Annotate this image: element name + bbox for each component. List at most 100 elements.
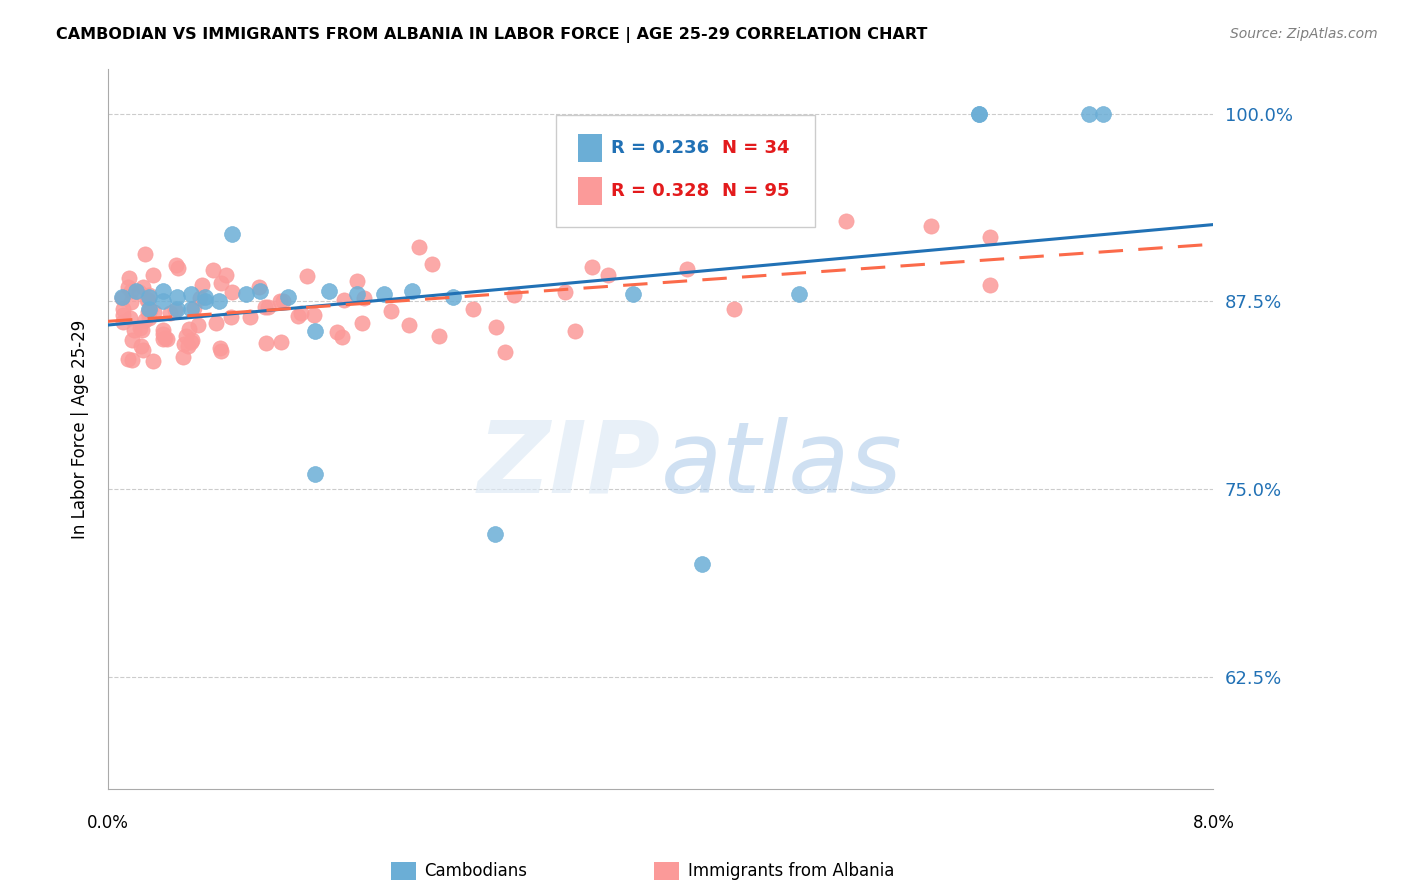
- Point: [188, 291, 211, 305]
- Point: [352, 316, 374, 330]
- Point: [191, 278, 214, 293]
- Text: N = 95: N = 95: [721, 182, 789, 200]
- Bar: [578, 134, 602, 161]
- Point: [117, 351, 139, 366]
- Point: [134, 247, 156, 261]
- Text: atlas: atlas: [661, 417, 903, 514]
- Point: [152, 333, 174, 347]
- Point: [967, 106, 990, 120]
- Text: R = 0.236: R = 0.236: [612, 139, 709, 157]
- Point: [134, 313, 156, 327]
- Point: [238, 310, 260, 325]
- Point: [920, 219, 942, 234]
- Point: [221, 285, 243, 299]
- Point: [461, 302, 484, 317]
- Text: R = 0.328: R = 0.328: [612, 182, 709, 200]
- Y-axis label: In Labor Force | Age 25-29: In Labor Force | Age 25-29: [72, 319, 89, 539]
- Point: [180, 301, 202, 316]
- Point: [256, 300, 278, 314]
- Point: [111, 291, 134, 305]
- Point: [787, 286, 810, 301]
- Point: [401, 284, 423, 298]
- Point: [247, 280, 270, 294]
- Point: [235, 286, 257, 301]
- Point: [111, 290, 134, 304]
- Point: [128, 321, 150, 335]
- Point: [194, 294, 217, 309]
- Point: [121, 333, 143, 347]
- Point: [163, 302, 186, 317]
- Point: [304, 467, 326, 481]
- Point: [318, 284, 340, 298]
- Point: [131, 323, 153, 337]
- Text: ZIP: ZIP: [478, 417, 661, 514]
- Point: [142, 305, 165, 319]
- Point: [302, 308, 325, 322]
- Point: [194, 290, 217, 304]
- Point: [120, 311, 142, 326]
- Point: [380, 304, 402, 318]
- Point: [172, 350, 194, 364]
- Text: 8.0%: 8.0%: [1192, 814, 1234, 832]
- Point: [124, 323, 146, 337]
- Point: [211, 276, 233, 290]
- Text: Cambodians: Cambodians: [425, 863, 527, 880]
- Point: [152, 323, 174, 337]
- Point: [254, 301, 277, 315]
- Point: [142, 354, 165, 368]
- Point: [353, 292, 375, 306]
- Point: [346, 274, 368, 288]
- Point: [1244, 286, 1267, 301]
- Point: [332, 293, 354, 307]
- Point: [129, 339, 152, 353]
- Point: [564, 324, 586, 338]
- Text: Source: ZipAtlas.com: Source: ZipAtlas.com: [1230, 27, 1378, 41]
- Point: [554, 285, 576, 300]
- Point: [138, 311, 160, 326]
- Point: [153, 331, 176, 345]
- Point: [177, 322, 200, 336]
- Point: [120, 295, 142, 310]
- Point: [690, 557, 713, 571]
- Point: [166, 290, 188, 304]
- Point: [249, 284, 271, 298]
- Point: [221, 227, 243, 241]
- Point: [967, 106, 990, 120]
- Point: [152, 284, 174, 298]
- Point: [484, 527, 506, 541]
- Point: [177, 339, 200, 353]
- Point: [165, 258, 187, 272]
- Point: [207, 294, 229, 309]
- Point: [111, 308, 134, 322]
- Point: [304, 324, 326, 338]
- Point: [120, 284, 142, 298]
- Text: 0.0%: 0.0%: [87, 814, 129, 832]
- Point: [273, 294, 295, 309]
- Point: [835, 214, 858, 228]
- Text: CAMBODIAN VS IMMIGRANTS FROM ALBANIA IN LABOR FORCE | AGE 25-29 CORRELATION CHAR: CAMBODIAN VS IMMIGRANTS FROM ALBANIA IN …: [56, 27, 928, 43]
- Point: [270, 334, 292, 349]
- Point: [132, 280, 155, 294]
- Point: [112, 315, 135, 329]
- Point: [142, 268, 165, 282]
- Point: [139, 303, 162, 318]
- Point: [277, 290, 299, 304]
- Point: [295, 268, 318, 283]
- Point: [219, 310, 242, 324]
- Point: [138, 293, 160, 308]
- Point: [443, 290, 465, 304]
- Point: [373, 286, 395, 301]
- Point: [174, 328, 197, 343]
- FancyBboxPatch shape: [555, 115, 815, 227]
- Point: [979, 278, 1001, 293]
- Point: [209, 344, 232, 359]
- Point: [136, 305, 159, 319]
- Point: [254, 336, 277, 351]
- Point: [156, 332, 179, 346]
- Point: [1271, 286, 1294, 301]
- Point: [420, 257, 443, 271]
- Point: [173, 336, 195, 351]
- Point: [180, 334, 202, 349]
- Point: [136, 293, 159, 308]
- Point: [290, 306, 312, 320]
